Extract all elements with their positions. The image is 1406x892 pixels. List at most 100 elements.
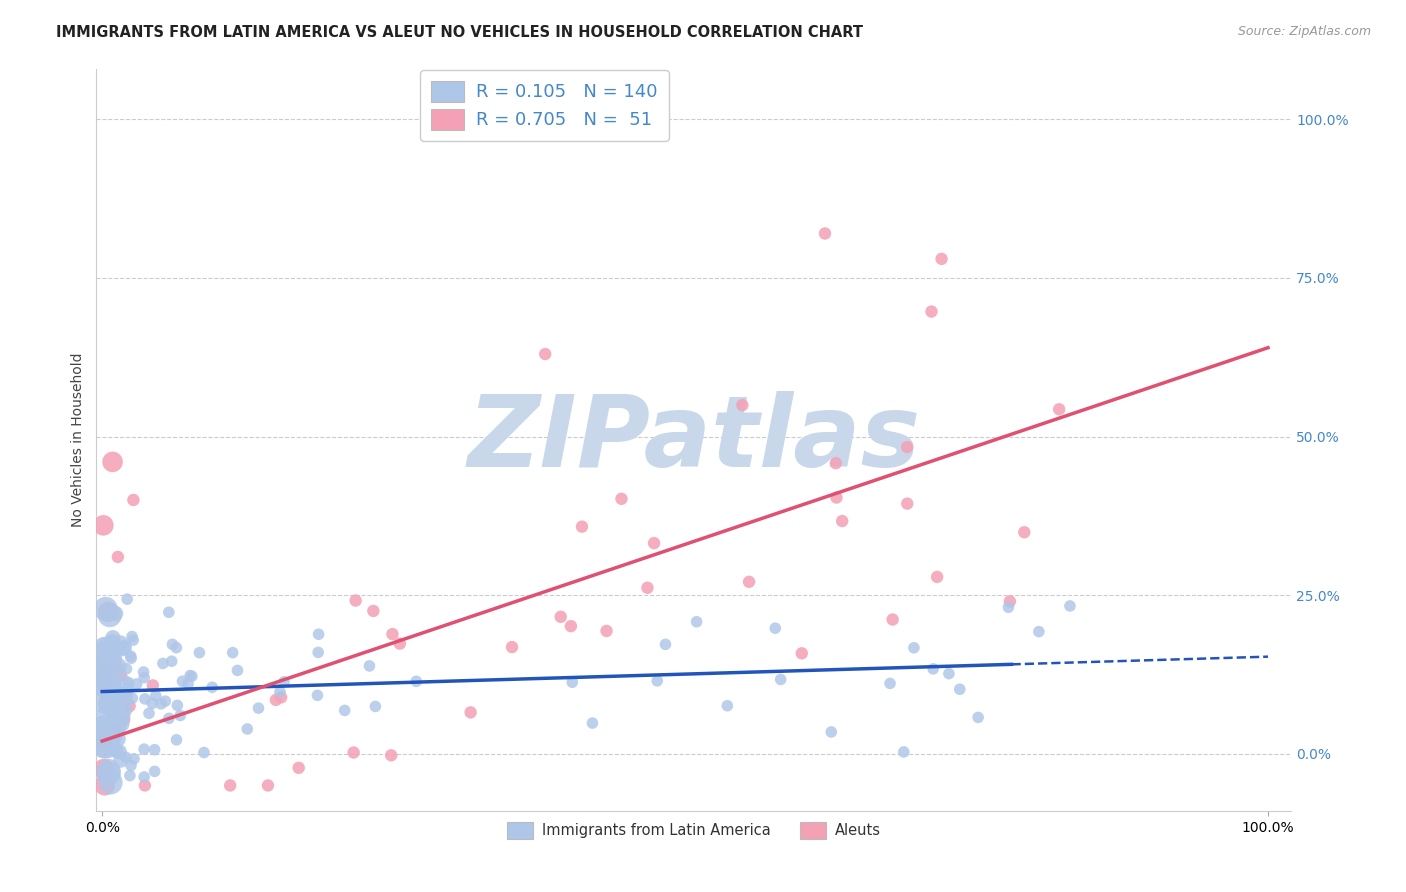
Point (107, 549, 129, 564)
Point (132, 742, 155, 756)
Point (97, 766, 120, 780)
Legend: Immigrants from Latin America, Aleuts: Immigrants from Latin America, Aleuts (501, 816, 887, 845)
Point (769, 673, 792, 687)
Point (405, 674, 427, 689)
Point (388, 637, 411, 651)
Text: ZIPatlas: ZIPatlas (467, 392, 921, 488)
Point (117, 683, 139, 698)
Point (111, 641, 134, 656)
Point (731, 398, 754, 412)
Point (101, 635, 124, 649)
Point (273, 674, 295, 689)
Point (460, 706, 482, 720)
Point (166, 732, 188, 747)
Point (134, 770, 156, 784)
Point (101, 631, 124, 645)
Point (100, 663, 122, 677)
Point (105, 704, 128, 718)
Point (132, 665, 155, 679)
Text: Source: ZipAtlas.com: Source: ZipAtlas.com (1237, 25, 1371, 38)
Point (96, 739, 118, 754)
Point (100, 658, 122, 673)
Point (94, 602, 117, 616)
Point (98, 658, 121, 673)
Point (790, 646, 813, 660)
Point (104, 715, 127, 730)
Point (125, 677, 148, 691)
Point (143, 742, 166, 756)
Point (1047, 402, 1070, 417)
Point (100, 731, 122, 746)
Point (287, 761, 309, 775)
Point (93, 668, 115, 682)
Point (967, 710, 990, 724)
Point (364, 699, 387, 714)
Point (922, 662, 945, 676)
Point (118, 675, 141, 690)
Point (380, 748, 402, 763)
Point (120, 651, 142, 665)
Point (931, 252, 953, 266)
Point (179, 668, 201, 682)
Point (110, 707, 132, 722)
Point (117, 694, 139, 708)
Point (98, 650, 121, 665)
Point (896, 440, 918, 454)
Point (101, 636, 124, 650)
Point (157, 605, 180, 619)
Point (111, 709, 134, 723)
Point (308, 627, 330, 641)
Point (247, 701, 270, 715)
Point (93, 518, 115, 533)
Point (97, 656, 120, 670)
Point (93, 641, 115, 656)
Point (94, 664, 117, 678)
Point (108, 714, 131, 729)
Point (825, 491, 848, 505)
Point (177, 677, 200, 691)
Point (550, 609, 572, 624)
Point (108, 745, 131, 759)
Point (104, 655, 127, 669)
Point (501, 640, 523, 654)
Point (257, 779, 280, 793)
Point (97, 641, 120, 656)
Point (93, 694, 115, 708)
Point (105, 743, 128, 757)
Point (157, 711, 180, 725)
Point (160, 654, 183, 668)
Point (134, 671, 156, 685)
Point (188, 646, 211, 660)
Point (111, 717, 134, 731)
Point (134, 692, 156, 706)
Point (112, 675, 135, 690)
Point (112, 640, 135, 655)
Point (654, 637, 676, 651)
Point (222, 646, 245, 660)
Point (105, 692, 128, 706)
Point (903, 640, 925, 655)
Point (763, 621, 786, 635)
Point (138, 706, 160, 721)
Point (738, 574, 761, 589)
Point (180, 669, 202, 683)
Point (155, 694, 177, 708)
Point (307, 645, 329, 659)
Point (949, 682, 972, 697)
Point (571, 519, 593, 533)
Point (645, 673, 668, 688)
Point (269, 685, 291, 699)
Point (96, 712, 118, 726)
Point (121, 691, 143, 706)
Point (103, 701, 125, 715)
Point (122, 633, 145, 648)
Point (108, 720, 131, 734)
Point (882, 613, 904, 627)
Point (236, 722, 259, 736)
Point (143, 764, 166, 779)
Point (97, 605, 120, 619)
Point (333, 703, 356, 717)
Point (896, 497, 918, 511)
Text: IMMIGRANTS FROM LATIN AMERICA VS ALEUT NO VEHICLES IN HOUSEHOLD CORRELATION CHAR: IMMIGRANTS FROM LATIN AMERICA VS ALEUT N… (56, 25, 863, 40)
Point (98, 672, 121, 686)
